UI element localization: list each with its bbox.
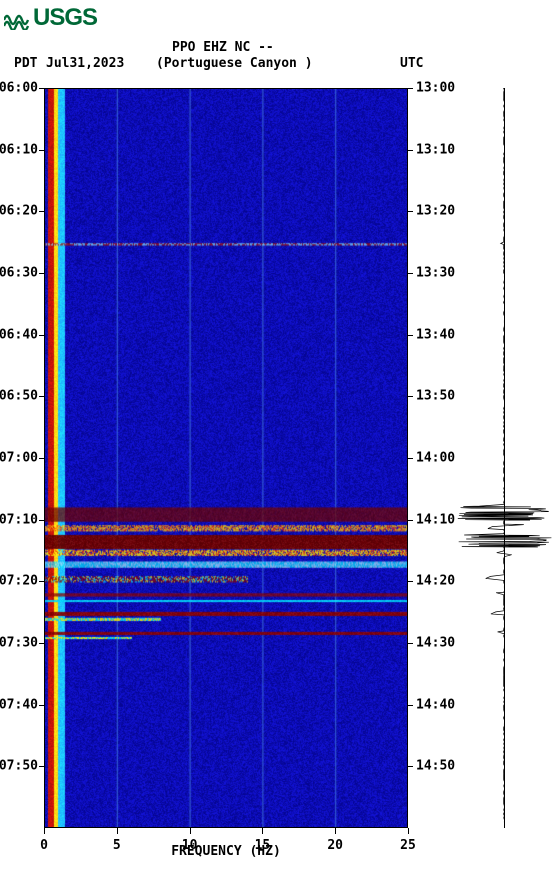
y-left-tick: 06:50 bbox=[0, 389, 38, 404]
y-right-tick: 13:40 bbox=[416, 327, 455, 342]
y-right-tick: 13:30 bbox=[416, 266, 455, 281]
tz-left-label: PDT bbox=[14, 56, 37, 71]
y-left-tick: 06:20 bbox=[0, 204, 38, 219]
spectrogram-plot bbox=[44, 88, 408, 828]
y-left-tick: 07:20 bbox=[0, 574, 38, 589]
y-right-tick: 13:10 bbox=[416, 142, 455, 157]
y-right-tick: 13:20 bbox=[416, 204, 455, 219]
station-code: PPO EHZ NC -- bbox=[172, 40, 274, 55]
waveform-panel bbox=[456, 88, 552, 828]
y-left-tick: 06:40 bbox=[0, 327, 38, 342]
spectrogram-canvas bbox=[44, 88, 408, 828]
y-right-tick: 14:00 bbox=[416, 451, 455, 466]
y-right-tick: 14:30 bbox=[416, 636, 455, 651]
y-left-tick: 07:00 bbox=[0, 451, 38, 466]
usgs-logo-text: USGS bbox=[33, 4, 97, 32]
x-axis-label: FREQUENCY (HZ) bbox=[44, 844, 408, 859]
y-left-tick: 07:30 bbox=[0, 636, 38, 651]
y-right-tick: 14:50 bbox=[416, 759, 455, 774]
y-right-tick: 13:00 bbox=[416, 81, 455, 96]
y-left-axis: 06:0006:1006:2006:3006:4006:5007:0007:10… bbox=[0, 88, 44, 828]
y-right-tick: 14:40 bbox=[416, 697, 455, 712]
y-right-axis: 13:0013:1013:2013:3013:4013:5014:0014:10… bbox=[408, 88, 448, 828]
y-right-tick: 14:10 bbox=[416, 512, 455, 527]
y-left-tick: 06:30 bbox=[0, 266, 38, 281]
y-left-tick: 07:40 bbox=[0, 697, 38, 712]
waveform-trace bbox=[456, 88, 552, 828]
y-left-tick: 06:00 bbox=[0, 81, 38, 96]
tz-right-label: UTC bbox=[400, 56, 423, 71]
y-right-tick: 13:50 bbox=[416, 389, 455, 404]
usgs-wave-icon bbox=[4, 6, 30, 30]
date-label: Jul31,2023 bbox=[46, 56, 124, 71]
site-name: (Portuguese Canyon ) bbox=[156, 56, 313, 71]
y-left-tick: 07:50 bbox=[0, 759, 38, 774]
y-left-tick: 06:10 bbox=[0, 142, 38, 157]
usgs-logo: USGS bbox=[4, 4, 97, 32]
y-right-tick: 14:20 bbox=[416, 574, 455, 589]
y-left-tick: 07:10 bbox=[0, 512, 38, 527]
